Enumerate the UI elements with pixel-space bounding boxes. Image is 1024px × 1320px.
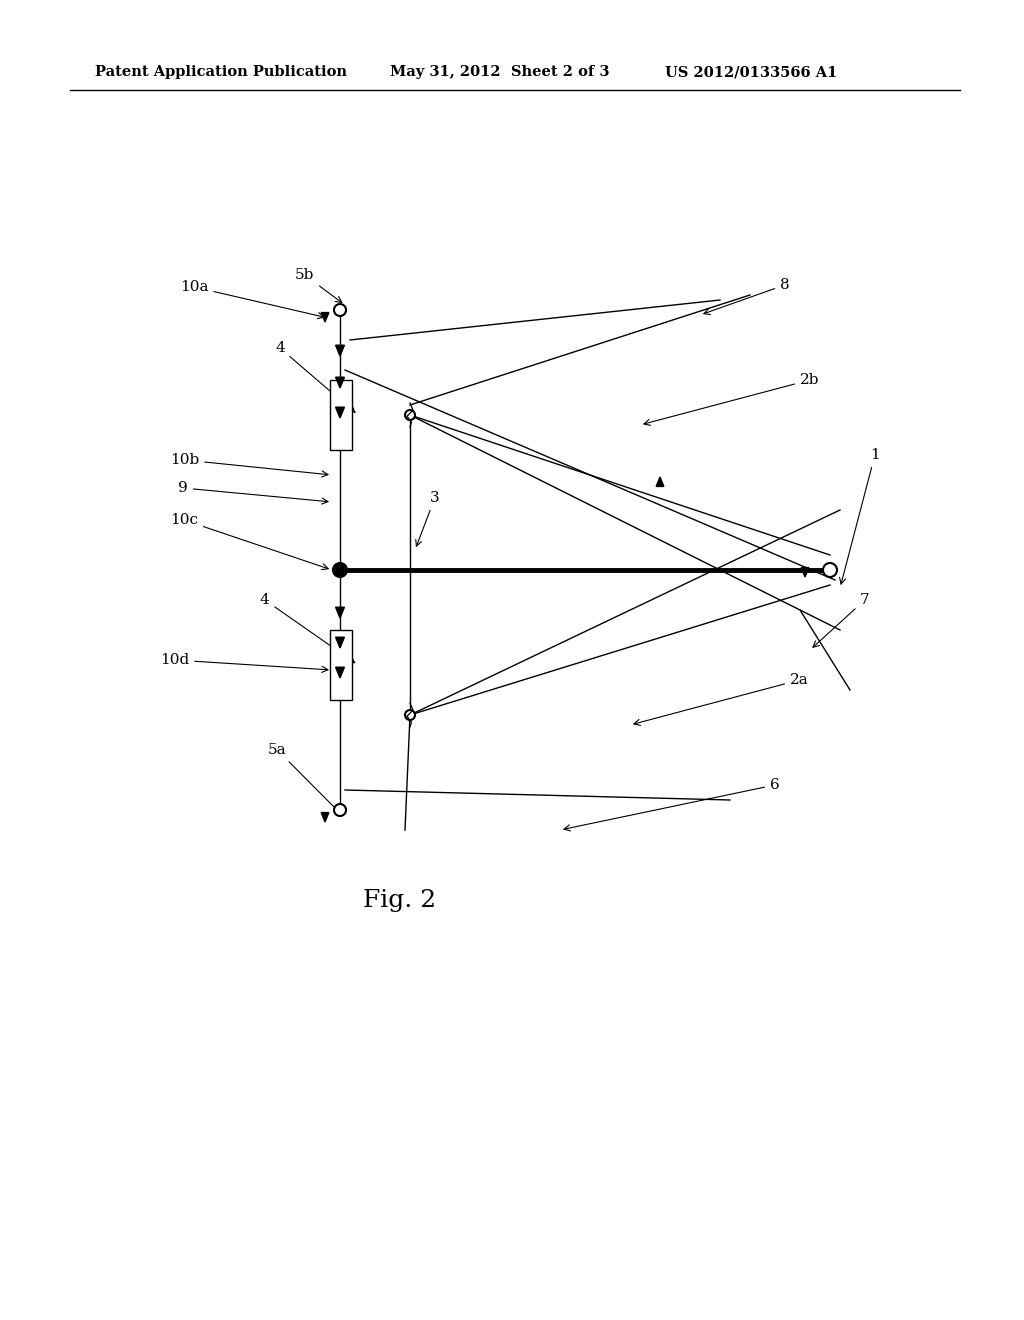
- Text: 10c: 10c: [170, 513, 328, 570]
- Polygon shape: [336, 407, 344, 418]
- Circle shape: [333, 564, 347, 577]
- Polygon shape: [322, 313, 329, 322]
- Text: 5b: 5b: [295, 268, 342, 302]
- Text: 3: 3: [416, 491, 439, 546]
- Circle shape: [823, 564, 837, 577]
- Bar: [330, 380, 352, 450]
- Circle shape: [334, 804, 346, 816]
- Text: 2a: 2a: [634, 673, 809, 726]
- Polygon shape: [336, 667, 344, 678]
- Text: 4: 4: [275, 341, 355, 412]
- Text: May 31, 2012  Sheet 2 of 3: May 31, 2012 Sheet 2 of 3: [390, 65, 609, 79]
- Polygon shape: [336, 346, 344, 356]
- Text: 10a: 10a: [180, 280, 324, 318]
- Bar: [330, 630, 352, 700]
- Polygon shape: [801, 568, 809, 577]
- Text: 8: 8: [703, 279, 790, 314]
- Polygon shape: [336, 378, 344, 388]
- Text: 6: 6: [564, 777, 779, 830]
- Text: Fig. 2: Fig. 2: [364, 888, 436, 912]
- Polygon shape: [336, 607, 344, 618]
- Text: 1: 1: [840, 447, 880, 585]
- Text: Patent Application Publication: Patent Application Publication: [95, 65, 347, 79]
- Text: 7: 7: [813, 593, 869, 647]
- Polygon shape: [322, 813, 329, 822]
- Text: 5a: 5a: [268, 743, 342, 816]
- Circle shape: [406, 710, 415, 719]
- Circle shape: [406, 411, 415, 420]
- Text: 9: 9: [178, 480, 328, 504]
- Text: 10d: 10d: [160, 653, 328, 672]
- Text: US 2012/0133566 A1: US 2012/0133566 A1: [665, 65, 838, 79]
- Text: 10b: 10b: [170, 453, 328, 477]
- Polygon shape: [336, 638, 344, 648]
- Polygon shape: [656, 477, 664, 487]
- Text: 2b: 2b: [644, 374, 819, 425]
- Circle shape: [334, 304, 346, 315]
- Text: 4: 4: [260, 593, 354, 663]
